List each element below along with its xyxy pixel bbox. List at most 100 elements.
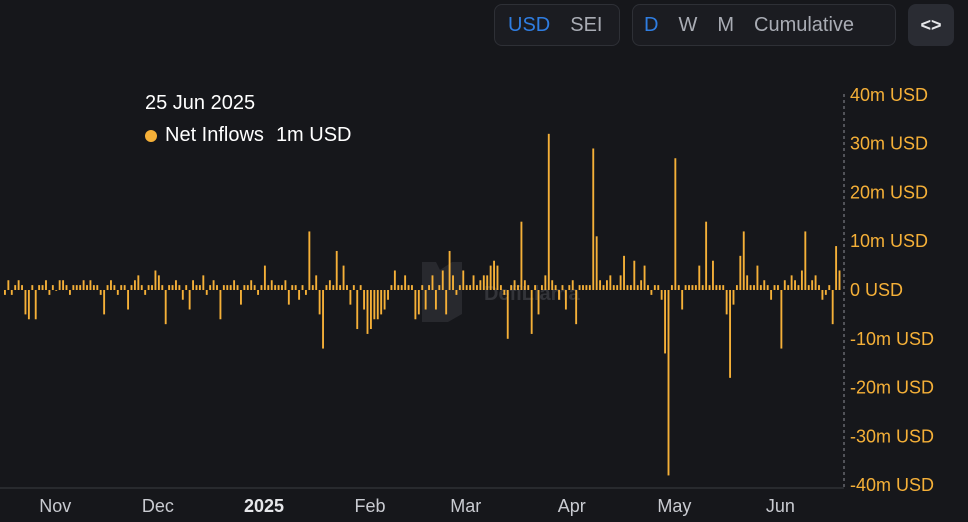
bar <box>356 290 359 330</box>
bar <box>373 290 376 320</box>
bar <box>250 280 253 290</box>
bar <box>684 285 687 290</box>
bar <box>417 290 420 315</box>
bar <box>404 275 407 290</box>
bar <box>181 290 184 300</box>
bar <box>664 290 667 354</box>
tooltip-date: 25 Jun 2025 <box>145 92 256 114</box>
bar <box>380 290 383 315</box>
bar <box>476 285 478 290</box>
bar <box>116 290 119 295</box>
period-toggle: D W M Cumulative <box>632 4 896 46</box>
bar <box>821 290 824 300</box>
bar <box>688 285 690 290</box>
bar <box>31 285 34 290</box>
bar <box>390 285 393 290</box>
bar <box>68 290 71 295</box>
bar <box>794 280 796 290</box>
bar <box>346 285 348 290</box>
bar <box>332 285 335 290</box>
bar <box>79 285 82 290</box>
bar <box>45 280 47 290</box>
bar <box>527 285 530 290</box>
bar <box>489 265 492 290</box>
bar <box>55 290 58 291</box>
bar <box>777 285 779 290</box>
bar <box>366 290 369 334</box>
bar <box>482 275 485 290</box>
bar <box>479 280 482 290</box>
bar <box>818 285 820 290</box>
bar <box>677 285 680 290</box>
bar <box>537 290 540 315</box>
code-brackets-icon: <> <box>920 14 942 35</box>
bar <box>34 290 37 320</box>
bar <box>800 270 803 290</box>
bar <box>722 285 725 290</box>
bar <box>503 290 506 295</box>
bar <box>732 290 735 305</box>
embed-button[interactable]: <> <box>908 4 954 46</box>
bar <box>770 290 773 300</box>
bar <box>171 285 174 290</box>
bar <box>458 285 461 290</box>
tooltip-row: Net Inflows 1m USD <box>145 124 352 147</box>
x-tick-label: Jun <box>766 496 795 516</box>
bar <box>759 285 762 290</box>
bar <box>486 275 489 290</box>
bar <box>41 285 44 290</box>
currency-toggle: USD SEI <box>494 4 620 46</box>
monthly-button[interactable]: M <box>717 14 735 36</box>
weekly-button[interactable]: W <box>678 14 698 36</box>
y-tick-label: 20m USD <box>850 182 928 202</box>
bar <box>838 270 841 290</box>
bar <box>397 285 400 290</box>
series-dot-icon <box>145 129 157 142</box>
bar <box>653 285 656 290</box>
bar <box>10 290 13 295</box>
bar <box>804 231 807 290</box>
bar <box>414 290 417 320</box>
bar <box>263 265 266 290</box>
bar <box>277 285 280 290</box>
bar <box>541 285 543 290</box>
sei-button[interactable]: SEI <box>570 14 603 36</box>
bar <box>626 285 629 290</box>
bar <box>21 285 23 290</box>
bar <box>383 290 386 310</box>
x-tick-label: Apr <box>558 496 586 516</box>
bar <box>298 290 301 300</box>
bar <box>694 285 697 290</box>
bar <box>629 285 632 290</box>
bar <box>212 280 215 290</box>
bar <box>151 285 153 290</box>
bar <box>342 265 345 290</box>
bar <box>438 285 441 290</box>
bar <box>523 280 526 290</box>
x-tick-label: 2025 <box>244 496 284 516</box>
bar <box>253 285 256 290</box>
usd-button[interactable]: USD <box>508 14 551 36</box>
bar <box>797 285 800 290</box>
bar <box>113 285 116 290</box>
bar <box>305 290 307 295</box>
bar <box>222 285 225 290</box>
bar <box>520 221 523 290</box>
bar <box>294 285 297 290</box>
bar <box>24 290 27 315</box>
bar <box>595 236 598 290</box>
cumulative-button[interactable]: Cumulative <box>754 14 855 36</box>
bar <box>318 290 321 315</box>
bar <box>506 290 509 339</box>
bar <box>787 285 790 290</box>
bar <box>168 285 171 290</box>
daily-button[interactable]: D <box>644 14 659 36</box>
bar <box>701 285 704 290</box>
bar <box>640 280 643 290</box>
bar <box>257 290 259 295</box>
bar <box>462 270 465 290</box>
bar <box>472 275 475 290</box>
bar <box>493 260 495 290</box>
bar <box>496 265 499 290</box>
bar <box>267 285 270 290</box>
